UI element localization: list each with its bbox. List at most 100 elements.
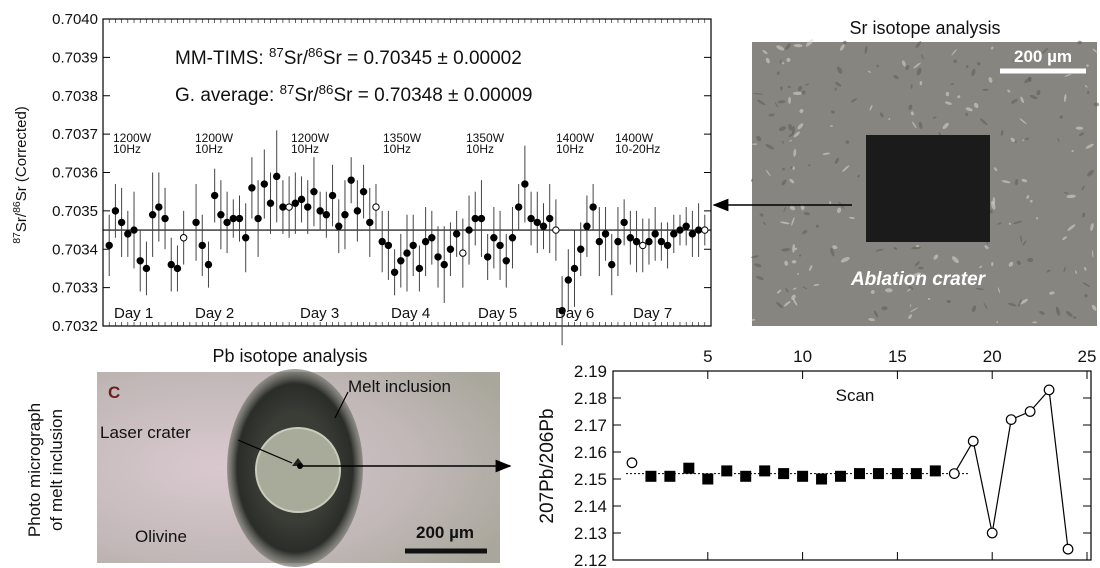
data-point <box>465 226 473 234</box>
data-point <box>341 211 349 219</box>
condition-label: 1350W <box>466 131 505 145</box>
photo-label: Olivine <box>135 527 187 546</box>
data-point <box>891 468 903 480</box>
speck <box>1049 291 1055 295</box>
speck <box>908 314 913 319</box>
speck <box>1019 57 1023 62</box>
data-point <box>421 237 430 246</box>
speck <box>996 321 999 324</box>
speck <box>1063 266 1066 273</box>
data-point <box>701 226 709 234</box>
speck <box>788 123 793 131</box>
speck <box>909 307 919 313</box>
speck <box>927 297 931 301</box>
data-point <box>702 473 714 485</box>
data-point <box>266 199 275 207</box>
speck <box>789 205 796 211</box>
annotation-part: Sr = 0.70345 ± 0.00002 <box>323 48 522 69</box>
y-tick-label: 0.7040 <box>52 11 98 28</box>
speck <box>1064 73 1072 77</box>
speck <box>777 100 786 104</box>
data-point <box>124 230 132 238</box>
speck <box>1084 266 1087 271</box>
data-point <box>316 207 324 215</box>
data-point <box>161 214 169 223</box>
speck <box>782 62 785 65</box>
speck <box>805 83 809 86</box>
data-point <box>273 172 281 181</box>
speck <box>808 164 811 167</box>
sr-photo: 200 µm Ablation crater <box>750 39 1100 326</box>
speck <box>785 43 791 50</box>
x-tick-label: 15 <box>888 347 907 366</box>
speck <box>791 294 796 301</box>
speck <box>1082 282 1091 288</box>
data-point <box>372 203 380 211</box>
speck <box>1001 180 1011 184</box>
condition-label: 10Hz <box>466 142 494 156</box>
speck <box>1066 311 1073 317</box>
data-point <box>452 230 461 238</box>
condition-label: 10Hz <box>556 142 584 156</box>
panel-label: C <box>108 383 120 402</box>
speck <box>1059 115 1063 119</box>
speck <box>1092 48 1098 53</box>
laser-crater <box>255 427 341 513</box>
speck <box>834 87 837 91</box>
y-axis-label-part: Sr (Corrected) <box>13 106 30 201</box>
speck <box>902 60 906 67</box>
speck <box>829 201 832 205</box>
y-tick-label: 2.14 <box>574 497 607 516</box>
data-point <box>601 230 610 238</box>
speck <box>1063 93 1067 103</box>
annotation: MM-TIMS: 87Sr/86Sr = 0.70345 ± 0.00002 <box>175 45 522 70</box>
speck <box>1063 191 1069 195</box>
annotation-part: Sr/ <box>284 48 309 69</box>
photo-label: Melt inclusion <box>348 377 451 396</box>
speck <box>842 165 850 172</box>
y-tick-label: 2.15 <box>574 470 607 489</box>
speck <box>765 169 771 177</box>
y-axis-label-sup: 86 <box>11 201 23 213</box>
speck <box>784 260 789 266</box>
speck <box>830 247 835 257</box>
day-label: Day 7 <box>633 305 672 322</box>
speck <box>813 283 820 287</box>
x-tick-label: 25 <box>1078 347 1097 366</box>
annotation-sup: 87 <box>280 82 295 97</box>
speck <box>1000 129 1004 136</box>
speck <box>842 40 847 45</box>
y-tick-label: 2.12 <box>574 551 607 568</box>
data-point <box>967 435 979 447</box>
data-point <box>477 214 486 223</box>
data-point <box>335 222 343 230</box>
speck <box>869 105 873 111</box>
speck <box>1071 149 1074 153</box>
speck <box>830 110 835 114</box>
speck <box>920 54 924 60</box>
speck <box>782 167 785 171</box>
data-point <box>682 222 690 230</box>
speck <box>797 123 804 130</box>
speck <box>751 318 756 321</box>
speck <box>793 44 803 48</box>
annotation: G. average: 87Sr/86Sr = 0.70348 ± 0.0000… <box>175 82 532 107</box>
speck <box>913 62 921 69</box>
speck <box>781 179 787 186</box>
data-point <box>583 222 591 230</box>
side-label: of melt inclusion <box>47 409 66 531</box>
speck <box>919 81 923 86</box>
data-point <box>657 237 666 246</box>
speck <box>942 122 949 130</box>
data-point <box>440 260 448 269</box>
speck <box>836 66 843 74</box>
data-point <box>198 241 206 250</box>
speck <box>910 84 913 89</box>
speck <box>1085 143 1094 149</box>
data-point <box>683 462 695 474</box>
speck <box>751 255 759 259</box>
condition-label: 10-20Hz <box>615 142 660 156</box>
data-point <box>179 234 188 242</box>
data-point <box>459 249 467 257</box>
